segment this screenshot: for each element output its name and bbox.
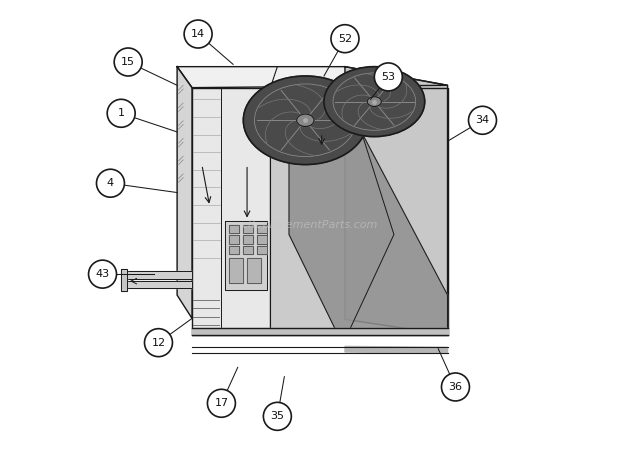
Bar: [257, 235, 267, 244]
Circle shape: [469, 106, 497, 134]
Bar: [229, 246, 239, 254]
Circle shape: [208, 389, 236, 417]
Bar: [243, 225, 253, 233]
Bar: [229, 258, 243, 283]
Text: 14: 14: [191, 29, 205, 39]
Circle shape: [184, 20, 212, 48]
Polygon shape: [177, 67, 448, 88]
Bar: [229, 258, 243, 283]
Circle shape: [374, 63, 402, 91]
Circle shape: [107, 99, 135, 127]
Bar: [243, 246, 253, 254]
Text: eReplacementParts.com: eReplacementParts.com: [242, 220, 378, 230]
Text: 53: 53: [381, 72, 396, 82]
Bar: [243, 225, 253, 233]
Polygon shape: [123, 272, 192, 279]
Circle shape: [144, 329, 172, 356]
Bar: [257, 225, 267, 233]
Bar: [257, 235, 267, 244]
Polygon shape: [270, 88, 394, 335]
Text: 4: 4: [107, 178, 114, 188]
Circle shape: [97, 169, 125, 197]
Bar: [229, 225, 239, 233]
Bar: [257, 246, 267, 254]
Circle shape: [114, 48, 142, 76]
Ellipse shape: [367, 97, 381, 106]
Polygon shape: [121, 270, 127, 291]
Bar: [229, 235, 239, 244]
Polygon shape: [177, 67, 192, 318]
Bar: [229, 225, 239, 233]
Bar: [229, 235, 239, 244]
Polygon shape: [225, 220, 267, 290]
Circle shape: [89, 260, 117, 288]
Text: 15: 15: [121, 57, 135, 67]
Bar: [229, 246, 239, 254]
Polygon shape: [192, 88, 448, 335]
Polygon shape: [123, 280, 192, 288]
Bar: [257, 225, 267, 233]
Bar: [247, 258, 261, 283]
Circle shape: [441, 373, 469, 401]
Text: 17: 17: [215, 398, 229, 408]
Ellipse shape: [324, 67, 425, 136]
Text: 1: 1: [118, 108, 125, 118]
Text: 12: 12: [151, 338, 166, 348]
Circle shape: [331, 25, 359, 53]
Text: 52: 52: [338, 34, 352, 44]
Polygon shape: [192, 328, 448, 335]
Text: 43: 43: [95, 269, 110, 279]
Bar: [247, 258, 261, 283]
Ellipse shape: [296, 114, 314, 127]
Text: 36: 36: [448, 382, 463, 392]
Circle shape: [264, 402, 291, 431]
Polygon shape: [289, 88, 448, 335]
Polygon shape: [345, 347, 448, 353]
Bar: [243, 235, 253, 244]
Polygon shape: [345, 67, 448, 335]
Text: 34: 34: [476, 115, 490, 125]
Bar: [257, 246, 267, 254]
Bar: [243, 235, 253, 244]
Ellipse shape: [243, 76, 367, 165]
Bar: [243, 246, 253, 254]
Text: 35: 35: [270, 411, 285, 421]
